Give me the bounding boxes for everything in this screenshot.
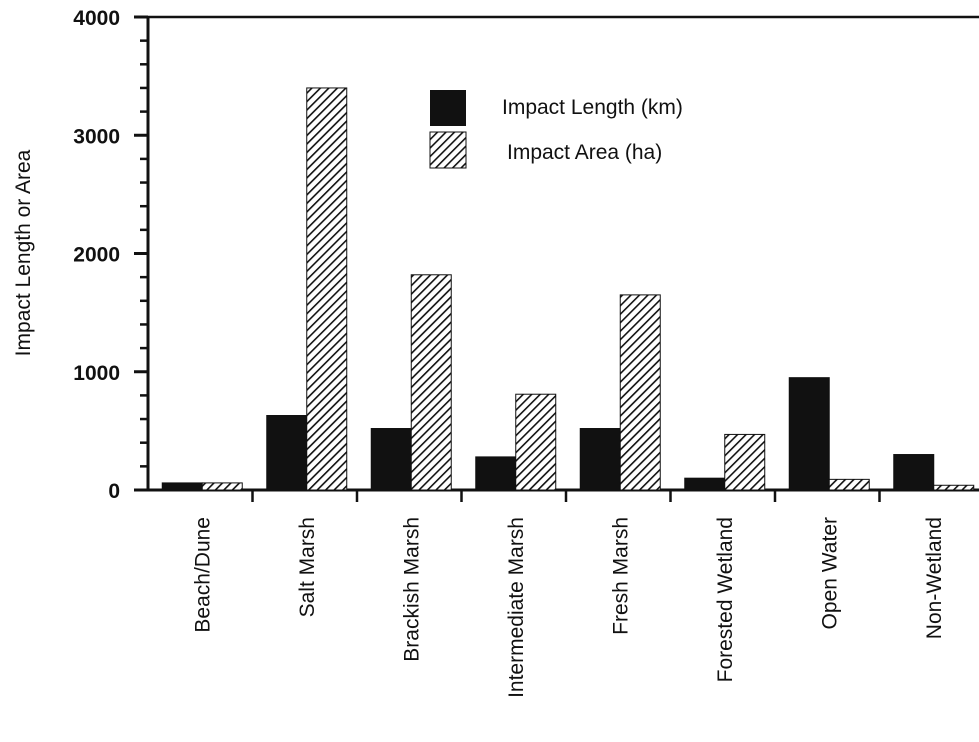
y-tick-label: 4000 bbox=[73, 7, 120, 30]
y-tick-label: 0 bbox=[108, 480, 120, 503]
category-label: Brackish Marsh bbox=[400, 517, 423, 662]
bar-length-intermediate-marsh bbox=[475, 456, 517, 491]
bar-area-intermediate-marsh bbox=[515, 393, 557, 491]
bar-length-brackish-marsh bbox=[370, 428, 412, 491]
category-label: Beach/Dune bbox=[191, 517, 214, 633]
category-label: Forested Wetland bbox=[714, 517, 737, 682]
legend-label-length: Impact Length (km) bbox=[502, 96, 683, 119]
bar-length-non-wetland bbox=[893, 454, 935, 491]
bar-length-fresh-marsh bbox=[579, 428, 621, 491]
bar-length-forested-wetland bbox=[684, 477, 726, 491]
x-axis-ticks bbox=[251, 490, 881, 502]
bar-area-salt-marsh bbox=[306, 87, 348, 491]
category-label: Open Water bbox=[818, 517, 841, 629]
legend: Impact Length (km) Impact Area (ha) bbox=[429, 90, 683, 169]
category-labels: Beach/Dune Salt Marsh Brackish Marsh Interm… bbox=[191, 517, 946, 698]
bar-area-beach-dune bbox=[201, 482, 243, 491]
legend-swatch-length bbox=[430, 90, 466, 126]
bar-length-salt-marsh bbox=[266, 415, 308, 491]
bar-area-brackish-marsh bbox=[410, 274, 452, 491]
category-label: Salt Marsh bbox=[296, 517, 319, 617]
bar-length-open-water bbox=[788, 377, 830, 491]
category-label: Non-Wetland bbox=[923, 517, 946, 639]
y-axis-label: Impact Length or Area bbox=[12, 149, 35, 356]
y-tick-label: 3000 bbox=[73, 125, 120, 148]
bar-area-open-water bbox=[828, 478, 870, 491]
category-label: Intermediate Marsh bbox=[505, 517, 528, 698]
legend-label-area: Impact Area (ha) bbox=[507, 141, 662, 164]
bar-series-group bbox=[161, 87, 975, 491]
bar-length-beach-dune bbox=[161, 482, 203, 491]
y-tick-label: 1000 bbox=[73, 362, 120, 385]
y-axis-ticks: 0 1000 2000 3000 4000 bbox=[73, 7, 148, 503]
y-tick-label: 2000 bbox=[73, 244, 120, 267]
bar-area-non-wetland bbox=[933, 484, 975, 491]
bar-area-fresh-marsh bbox=[619, 294, 661, 491]
legend-swatch-area bbox=[429, 131, 467, 169]
bar-area-forested-wetland bbox=[724, 433, 766, 491]
category-label: Fresh Marsh bbox=[609, 517, 632, 635]
